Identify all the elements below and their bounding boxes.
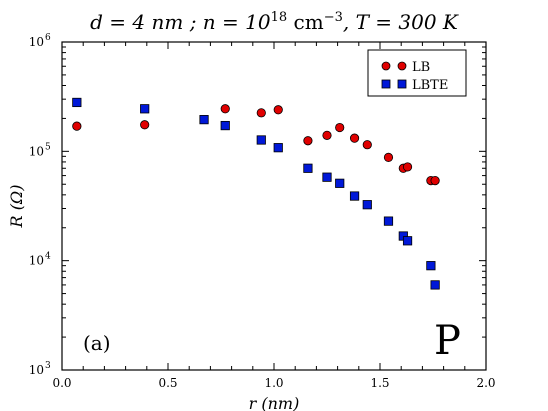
point-lb <box>256 108 266 118</box>
legend-lb-marker-1 <box>381 61 391 71</box>
point-lbte <box>220 120 230 131</box>
y-tick-label: 10 <box>29 35 44 49</box>
y-tick-exponent: 5 <box>45 142 51 152</box>
point-lbte <box>335 178 345 188</box>
legend-lbte-label: LBTE <box>412 78 448 93</box>
point-lb <box>349 133 360 143</box>
point-lb <box>335 122 345 133</box>
point-lb <box>303 136 313 146</box>
axis-ticks <box>61 41 487 371</box>
point-lb <box>220 104 230 114</box>
legend-box <box>367 49 467 97</box>
y-tick-label: 10 <box>29 254 44 268</box>
point-lb <box>273 105 283 115</box>
y-axis-label: R (Ω) <box>7 185 26 229</box>
title-n: n = 10 <box>203 10 271 34</box>
data-points <box>72 97 440 290</box>
legend-lbte-marker-1 <box>381 79 391 89</box>
y-tick-label: 10 <box>29 363 44 377</box>
point-lbte <box>72 97 82 108</box>
point-lb <box>72 121 82 131</box>
point-lb <box>430 175 440 186</box>
point-lbte <box>256 135 266 145</box>
title-n-exp: 18 <box>271 10 288 25</box>
point-lb <box>322 130 332 140</box>
point-lbte <box>303 163 313 173</box>
point-lbte <box>349 191 360 201</box>
point-lbte <box>140 104 150 114</box>
title-unit: cm <box>287 10 324 34</box>
legend-lb-marker-2 <box>397 61 407 71</box>
title-unit-exp: −3 <box>324 10 343 25</box>
x-tick-label: 2.0 <box>476 376 495 390</box>
point-lbte <box>402 236 413 246</box>
y-tick-label: 10 <box>29 144 44 158</box>
point-lbte <box>322 172 332 182</box>
series-lb <box>72 104 440 186</box>
point-lb <box>383 152 394 163</box>
legend-lbte-marker-2 <box>397 79 407 89</box>
point-lb <box>140 120 150 130</box>
point-lbte <box>426 261 436 271</box>
panel-label: (a) <box>83 331 111 355</box>
x-tick-label: 0.5 <box>158 376 177 390</box>
legend-lb-label: LB <box>412 60 430 75</box>
y-tick-exponent: 3 <box>45 361 51 371</box>
point-lbte <box>199 115 209 125</box>
title-t: , T = 300 K <box>343 10 459 34</box>
point-lb <box>362 140 372 150</box>
legend: LB LBTE <box>367 49 467 97</box>
point-lbte <box>430 280 440 290</box>
x-tick-label: 1.0 <box>264 376 283 390</box>
corner-label: P <box>434 318 461 364</box>
point-lb <box>402 162 413 172</box>
point-lbte <box>383 216 394 226</box>
x-tick-label: 0.0 <box>52 376 71 390</box>
x-tick-label: 1.5 <box>370 376 389 390</box>
x-axis-label: r (nm) <box>249 394 300 411</box>
series-lbte <box>72 97 440 290</box>
point-lbte <box>273 143 283 153</box>
x-tick-labels: 0.0 0.5 1.0 1.5 2.0 <box>52 376 495 390</box>
y-tick-exponent: 6 <box>45 33 51 43</box>
chart-title: d = 4 nm ; n = 1018 cm−3, T = 300 K <box>90 10 459 34</box>
title-d: d = 4 nm ; <box>90 10 203 34</box>
point-lbte <box>362 200 372 210</box>
y-tick-exponent: 4 <box>45 252 51 262</box>
